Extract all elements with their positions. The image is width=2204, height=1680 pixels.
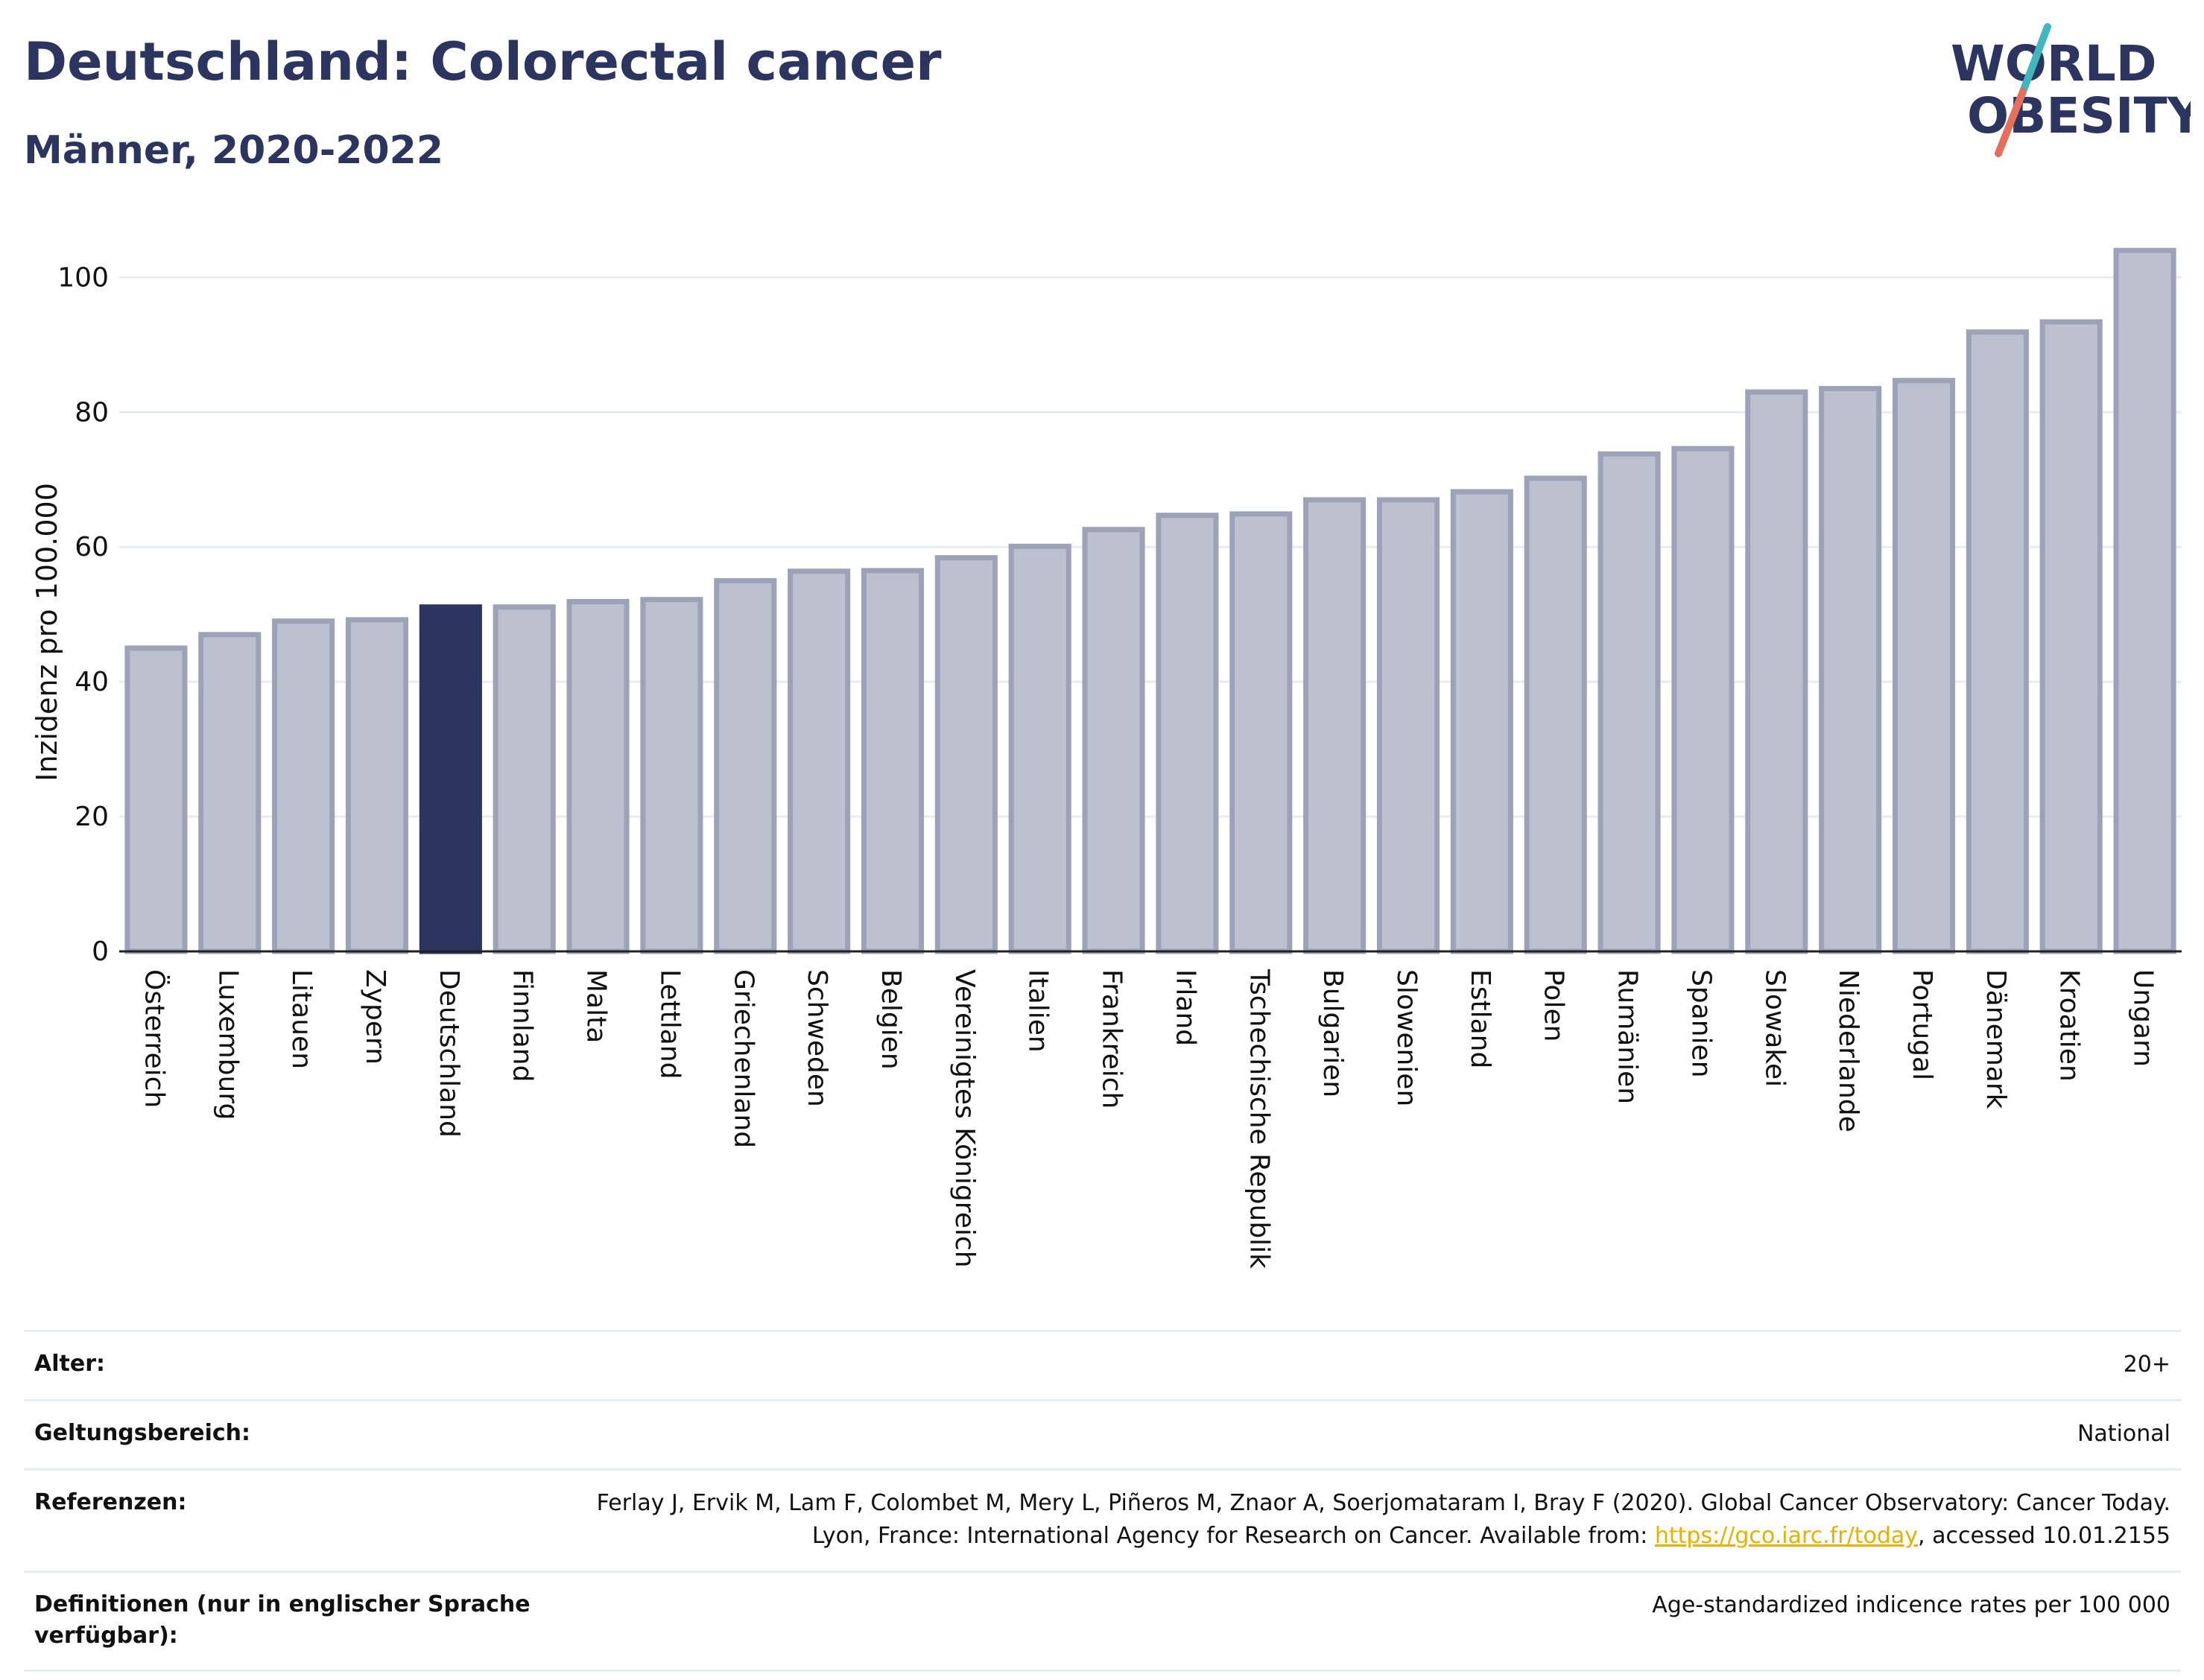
x-tick-label: Slowenien [1391, 969, 1422, 1106]
info-row-references: Referenzen: Ferlay J, Ervik M, Lam F, Co… [24, 1468, 2181, 1570]
bar [1524, 475, 1587, 954]
y-tick-label: 60 [75, 532, 109, 562]
x-tick-label: Lettland [654, 969, 685, 1080]
bar [345, 617, 409, 954]
x-tick-label: Litauen [286, 969, 317, 1069]
bar [493, 604, 556, 954]
bar [788, 568, 851, 954]
world-obesity-logo: WORLD OBESITY [1951, 23, 2191, 157]
x-tick-label: Malta [581, 969, 612, 1043]
x-tick-label: Portugal [1907, 969, 1937, 1080]
bar [1966, 329, 2029, 954]
info-row-scope: Geltungsbereich: National [24, 1399, 2181, 1468]
scope-label: Geltungsbereich: [34, 1420, 251, 1446]
axes: 0 20 40 60 80 100 [57, 262, 2182, 967]
x-tick-label: Schweden [802, 969, 832, 1107]
x-tick-label: Estland [1465, 969, 1495, 1068]
bar [1229, 511, 1293, 954]
bar [1156, 513, 1219, 954]
logo-slash-coral [1995, 88, 2027, 157]
info-row-age: Alter: 20+ [24, 1330, 2181, 1399]
references-text-1: Ferlay J, Ervik M, Lam F, Colombet M, Me… [596, 1490, 2170, 1549]
y-axis-title: Inzidenz pro 100.000 [31, 483, 63, 782]
bar [1671, 446, 1735, 954]
x-tick-label: Spanien [1685, 969, 1716, 1078]
y-tick-label: 100 [57, 262, 109, 293]
scope-value: National [2077, 1421, 2170, 1447]
x-tick-label: Dänemark [1980, 969, 2011, 1109]
bar [1008, 543, 1071, 954]
x-tick-label: Slowakei [1759, 969, 1790, 1087]
y-tick-label: 80 [75, 397, 109, 428]
references-value: Ferlay J, Ervik M, Lam F, Colombet M, Me… [569, 1487, 2170, 1553]
logo-text-obesity: OBESITY [1967, 87, 2191, 145]
x-tick-label: Österreich [139, 969, 170, 1108]
bar [2039, 319, 2103, 954]
bar [124, 645, 188, 954]
bar [1376, 497, 1440, 954]
logo-slash-teal [2019, 23, 2051, 95]
bar [1450, 489, 1513, 954]
x-tick-label: Niederlande [1833, 969, 1863, 1132]
x-tick-label: Finnland [507, 969, 538, 1082]
references-label: Referenzen: [34, 1489, 187, 1515]
bar [1892, 378, 1956, 954]
x-tick-label: Italien [1023, 969, 1054, 1053]
y-tick-label: 20 [75, 802, 109, 832]
x-tick-label: Vereinigtes Königreich [949, 969, 980, 1268]
x-tick-label: Deutschland [434, 969, 464, 1138]
bar [714, 577, 777, 954]
bar [1819, 386, 1882, 954]
bar [566, 598, 630, 954]
chart-title: Deutschland: Colorectal cancer [24, 31, 942, 92]
x-tick-label: Kroatien [2054, 969, 2085, 1082]
age-label: Alter: [34, 1351, 105, 1377]
info-row-definitions: Definitionen (nur in englischer Sprache … [24, 1570, 2181, 1672]
bar [272, 618, 335, 954]
bar [198, 632, 262, 954]
x-tick-label: Frankreich [1097, 969, 1127, 1109]
bar [1745, 389, 1808, 954]
x-tick-label: Polen [1539, 969, 1569, 1042]
bar [1082, 527, 1145, 954]
bar-chart: 0 20 40 60 80 100 Österreich Luxemburg Litauen Z… [31, 247, 2182, 1269]
definitions-value: Age-standardized indicence rates per 100… [1652, 1592, 2170, 1618]
references-text-2: , accessed 10.01.2155 [1918, 1523, 2170, 1549]
x-tick-label: Tschechische Republik [1244, 969, 1274, 1269]
y-tick-label: 40 [75, 667, 109, 697]
bar [861, 568, 925, 954]
x-tick-label: Luxemburg [212, 969, 243, 1120]
x-tick-label: Zypern [360, 969, 390, 1065]
references-link[interactable]: https://gco.iarc.fr/today [1654, 1523, 1919, 1549]
x-tick-label: Griechenland [728, 969, 759, 1148]
bar-highlight [419, 604, 482, 954]
bars [124, 247, 2176, 954]
chart-subtitle: Männer, 2020-2022 [24, 128, 444, 173]
bar [1303, 497, 1367, 954]
x-tick-label: Rumänien [1612, 969, 1643, 1104]
age-value: 20+ [2123, 1351, 2170, 1378]
x-tick-label: Ungarn [2128, 969, 2159, 1067]
logo-text-world: WORLD [1951, 35, 2157, 92]
x-tick-label: Irland [1170, 969, 1200, 1046]
bar [640, 597, 703, 954]
bar [1597, 451, 1661, 954]
info-table: Alter: 20+ Geltungsbereich: National Ref… [24, 1330, 2181, 1672]
x-tick-label: Bulgarien [1317, 969, 1348, 1097]
bar [934, 555, 998, 954]
x-tick-label: Belgien [875, 969, 906, 1070]
bar [2113, 247, 2176, 954]
y-tick-label: 0 [92, 936, 109, 967]
category-labels: Österreich Luxemburg Litauen Zypern Deutschl… [139, 969, 2158, 1269]
definitions-label: Definitionen (nur in englischer Sprache … [34, 1591, 531, 1649]
